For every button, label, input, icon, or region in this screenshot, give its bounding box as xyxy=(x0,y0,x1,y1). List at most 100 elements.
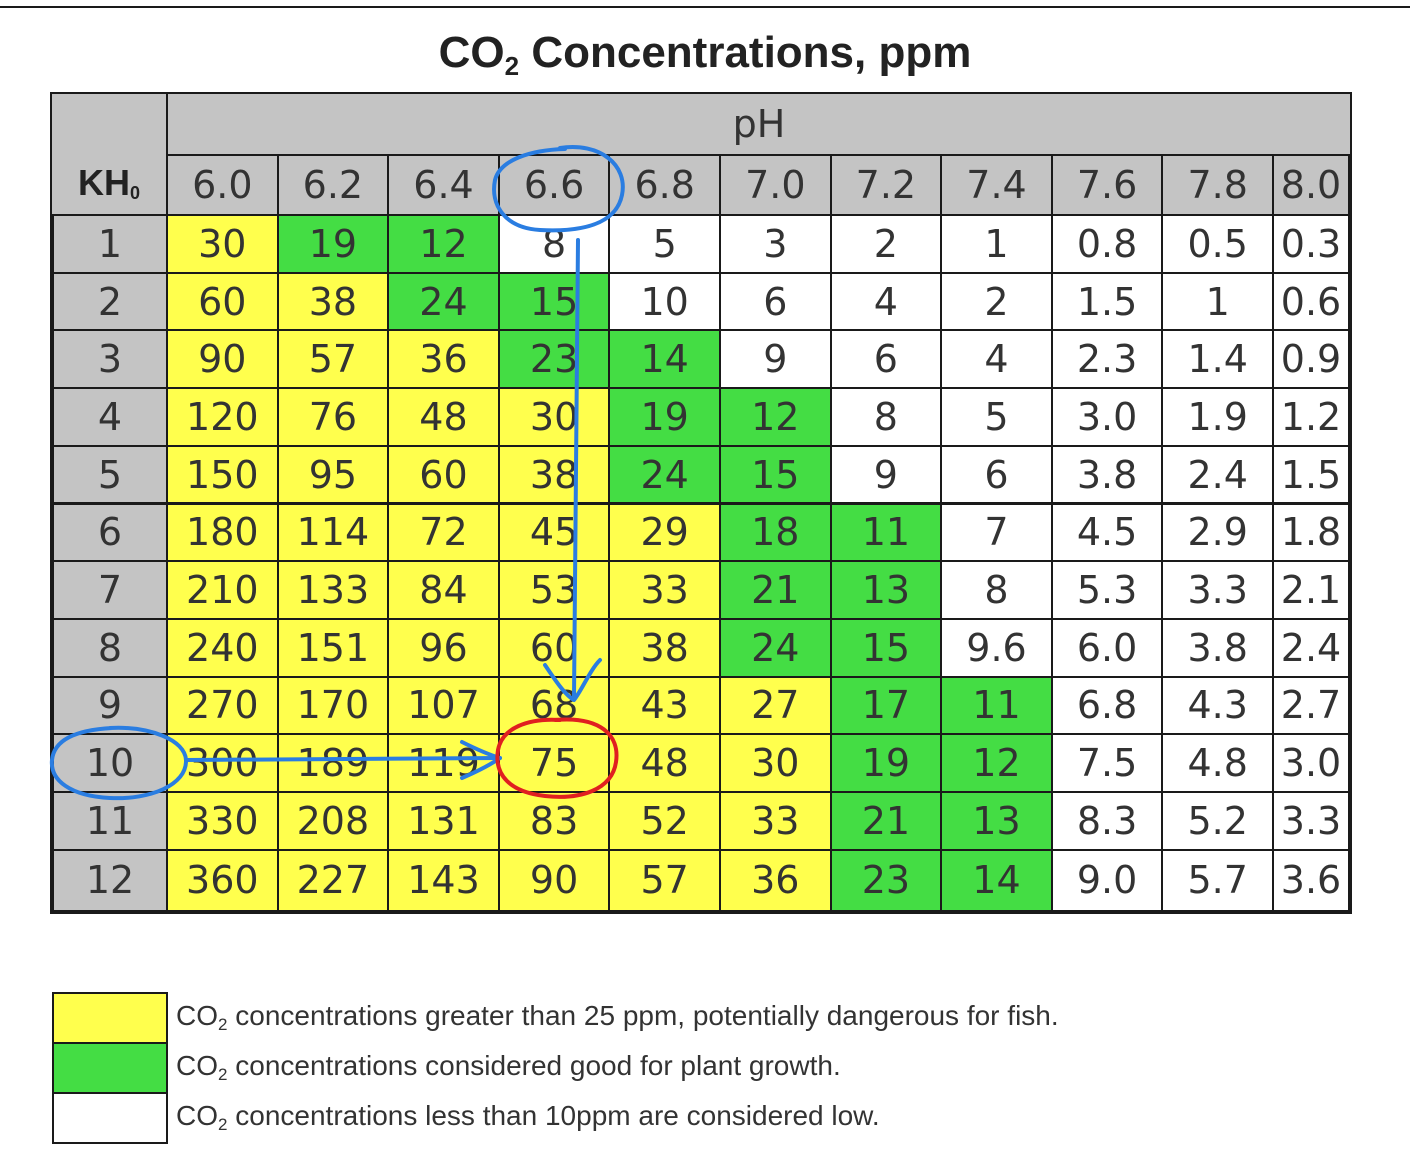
table-cell: 15 xyxy=(497,271,611,332)
legend-label: CO2 concentrations greater than 25 ppm, … xyxy=(176,1000,1059,1034)
table-cell: 3.8 xyxy=(1161,617,1274,678)
table-cell: 60 xyxy=(387,444,500,505)
table-cell: 2.7 xyxy=(1272,675,1350,736)
table-cell: 15 xyxy=(829,617,943,678)
table-cell: 13 xyxy=(829,560,943,620)
table-cell: 3.8 xyxy=(1050,444,1164,505)
table-cell: 13 xyxy=(940,791,1053,851)
ph-column-header: 7.2 xyxy=(829,154,943,216)
table-cell: 36 xyxy=(719,848,832,912)
table-cell: 43 xyxy=(608,675,721,736)
table-cell: 30 xyxy=(719,733,832,793)
co2-table: KH 0 pH 6.0 6.2 6.4 6.6 6.8 7.0 7.2 7.4 7.6 7.8 8.0 1 3… xyxy=(50,92,1352,914)
table-cell: 7.5 xyxy=(1050,733,1164,793)
table-cell: 23 xyxy=(497,329,611,390)
table-cell: 8 xyxy=(829,387,943,447)
legend-swatch xyxy=(52,1042,168,1094)
title-subscript: 2 xyxy=(504,51,520,81)
table-cell: 3 xyxy=(719,214,832,274)
table-cell: 1.8 xyxy=(1272,502,1350,563)
table-cell: 60 xyxy=(497,617,611,678)
table-cell: 3.0 xyxy=(1050,387,1164,447)
table-cell: 0.8 xyxy=(1050,214,1164,274)
table-cell: 189 xyxy=(276,733,390,793)
table-cell: 6 xyxy=(719,271,832,332)
table-cell: 15 xyxy=(719,444,832,505)
table-cell: 24 xyxy=(608,444,721,505)
table-cell: 6 xyxy=(940,444,1053,505)
table-cell: 90 xyxy=(497,848,611,912)
table-cell: 84 xyxy=(387,560,500,620)
table-cell: 210 xyxy=(166,560,279,620)
table-cell: 1.2 xyxy=(1272,387,1350,447)
table-cell: 30 xyxy=(166,214,279,274)
legend-label: CO2 concentrations considered good for p… xyxy=(176,1050,841,1084)
table-cell: 9 xyxy=(829,444,943,505)
kh-row-header: 10 xyxy=(52,733,168,793)
table-cell: 0.3 xyxy=(1272,214,1350,274)
ph-column-header: 7.0 xyxy=(719,154,832,216)
table-cell: 120 xyxy=(166,387,279,447)
table-cell: 114 xyxy=(276,502,390,563)
table-cell: 6 xyxy=(829,329,943,390)
table-cell: 60 xyxy=(166,271,279,332)
table-cell: 38 xyxy=(608,617,721,678)
table-cell: 151 xyxy=(276,617,390,678)
table-cell: 208 xyxy=(276,791,390,851)
table-cell: 1.5 xyxy=(1050,271,1164,332)
kh-row-header: 8 xyxy=(52,617,168,678)
table-cell: 18 xyxy=(719,502,832,563)
kh-row-header: 3 xyxy=(52,329,168,390)
table-cell: 45 xyxy=(497,502,611,563)
kh-row-header: 4 xyxy=(52,387,168,447)
table-cell: 2 xyxy=(940,271,1053,332)
kh-row-header: 9 xyxy=(52,675,168,736)
table-cell: 90 xyxy=(166,329,279,390)
table-cell: 330 xyxy=(166,791,279,851)
table-cell: 180 xyxy=(166,502,279,563)
table-cell: 11 xyxy=(829,502,943,563)
table-cell: 4.5 xyxy=(1050,502,1164,563)
kh-header: KH 0 xyxy=(52,94,168,216)
table-cell: 2 xyxy=(829,214,943,274)
table-cell: 107 xyxy=(387,675,500,736)
table-cell: 33 xyxy=(719,791,832,851)
table-cell: 95 xyxy=(276,444,390,505)
table-cell: 2.4 xyxy=(1272,617,1350,678)
table-cell: 19 xyxy=(608,387,721,447)
table-cell: 1.5 xyxy=(1272,444,1350,505)
table-cell: 1.9 xyxy=(1161,387,1274,447)
table-cell: 3.3 xyxy=(1272,791,1350,851)
table-cell: 8.3 xyxy=(1050,791,1164,851)
kh-row-header: 1 xyxy=(52,214,168,274)
table-cell: 12 xyxy=(719,387,832,447)
table-cell: 360 xyxy=(166,848,279,912)
table-cell: 57 xyxy=(276,329,390,390)
table-cell: 76 xyxy=(276,387,390,447)
table-cell: 1 xyxy=(1161,271,1274,332)
table-cell: 9.0 xyxy=(1050,848,1164,912)
kh-row-header: 12 xyxy=(52,848,168,912)
table-cell: 48 xyxy=(387,387,500,447)
table-cell: 4.3 xyxy=(1161,675,1274,736)
table-cell: 68 xyxy=(497,675,611,736)
table-cell: 143 xyxy=(387,848,500,912)
table-cell: 24 xyxy=(387,271,500,332)
table-cell: 29 xyxy=(608,502,721,563)
table-cell: 52 xyxy=(608,791,721,851)
kh-row-header: 2 xyxy=(52,271,168,332)
table-cell: 7 xyxy=(940,502,1053,563)
table-cell: 0.9 xyxy=(1272,329,1350,390)
table-cell: 227 xyxy=(276,848,390,912)
table-cell: 6.0 xyxy=(1050,617,1164,678)
table-cell: 5 xyxy=(940,387,1053,447)
table-cell: 9 xyxy=(719,329,832,390)
table-cell: 1.4 xyxy=(1161,329,1274,390)
table-cell: 1 xyxy=(940,214,1053,274)
table-cell: 21 xyxy=(719,560,832,620)
kh-row-header: 6 xyxy=(52,502,168,563)
table-cell: 57 xyxy=(608,848,721,912)
ph-header: pH xyxy=(166,94,1350,156)
table-cell: 8 xyxy=(497,214,611,274)
table-cell: 4 xyxy=(829,271,943,332)
